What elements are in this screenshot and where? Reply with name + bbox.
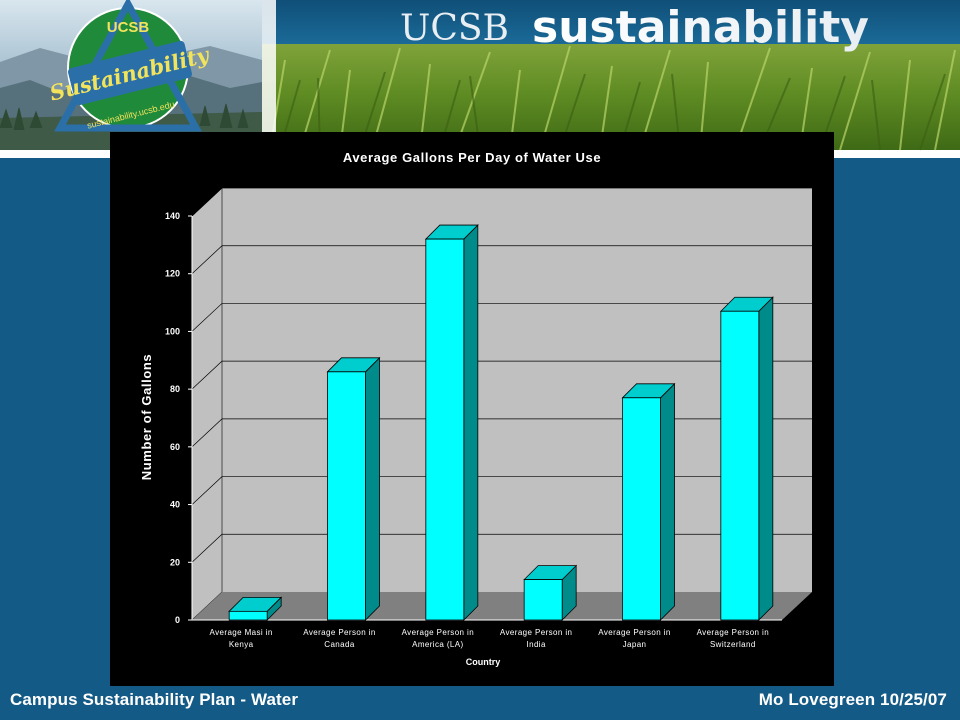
x-tick-label: Average Masi in — [210, 628, 273, 637]
gridline — [191, 360, 812, 390]
logo: UCSB Sustainability sustainability.ucsb.… — [47, 0, 213, 132]
x-tick-label: Average Person in — [402, 628, 474, 637]
bar-side — [365, 356, 380, 621]
footer-left-text: Campus Sustainability Plan - Water — [10, 690, 299, 709]
bar — [622, 397, 661, 621]
x-tick-label: Average Person in — [500, 628, 572, 637]
gridline — [191, 187, 812, 217]
y-tick-label: 20 — [170, 557, 180, 567]
chart-frame: Average Gallons Per Day of Water Use Num… — [110, 132, 834, 686]
x-tick-label: Average Person in — [598, 628, 670, 637]
x-tick-label: Switzerland — [710, 640, 756, 649]
chart-title: Average Gallons Per Day of Water Use — [343, 150, 601, 165]
y-tick-label: 0 — [175, 615, 180, 625]
footer-right-text: Mo Lovegreen 10/25/07 — [758, 690, 947, 709]
bar — [425, 238, 465, 621]
y-tick-label: 40 — [170, 500, 180, 510]
x-tick-label: Kenya — [229, 640, 254, 649]
floor — [192, 592, 812, 620]
bar — [327, 371, 366, 621]
side-wall — [191, 187, 223, 621]
plot-area: 0 20 40 60 80 100 120 140 Average Masi in Kenya Av… — [165, 187, 812, 649]
y-axis-title: Number of Gallons — [139, 354, 154, 481]
y-tick-label: 60 — [170, 442, 180, 452]
bar-side — [758, 296, 774, 621]
y-tick-label: 120 — [165, 269, 180, 279]
x-tick-label: India — [526, 640, 545, 649]
gridline — [191, 303, 812, 332]
x-tick-label: Average Person in — [303, 628, 375, 637]
brand-word: sustainability — [532, 2, 869, 53]
brand-prefix: UCSB — [400, 8, 509, 49]
y-tick-label: 80 — [170, 384, 180, 394]
gridline — [191, 476, 812, 505]
bar — [228, 610, 268, 621]
x-tick-label: Japan — [623, 640, 647, 649]
gridline — [191, 533, 812, 563]
bar — [523, 579, 563, 621]
chart: Average Gallons Per Day of Water Use Num… — [139, 150, 812, 667]
y-tick-label: 100 — [165, 326, 180, 336]
bar — [720, 310, 760, 621]
x-tick-label: America (LA) — [412, 640, 463, 649]
bar-side — [660, 382, 675, 621]
x-axis-title: Country — [466, 657, 501, 667]
y-tick-label: 140 — [165, 211, 180, 221]
logo-top-text: UCSB — [107, 19, 150, 36]
x-tick-label: Average Person in — [697, 628, 769, 637]
x-tick-label: Canada — [324, 640, 355, 649]
gridline — [191, 245, 812, 274]
bar-side — [463, 224, 479, 621]
gridline — [191, 418, 812, 448]
